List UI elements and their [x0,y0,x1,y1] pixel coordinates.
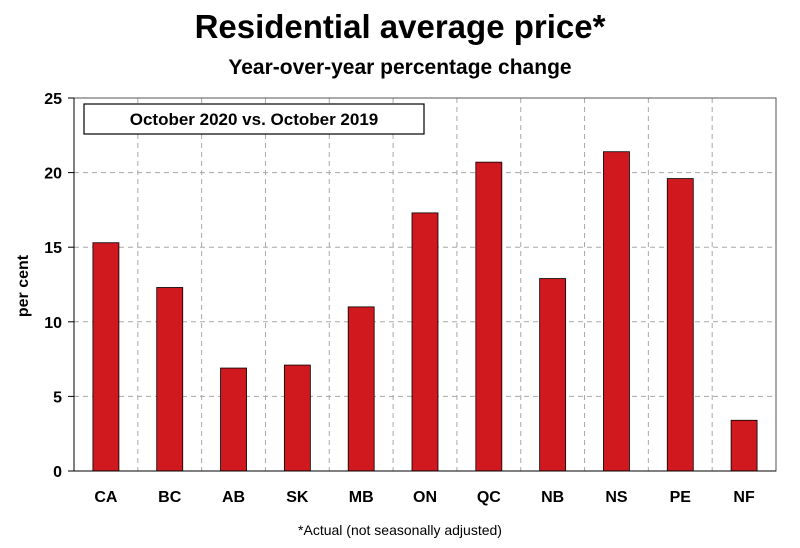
bar-mb [347,306,375,472]
footnote: *Actual (not seasonally adjusted) [298,522,502,538]
bar-qc [475,161,503,472]
x-tick-label: ON [413,489,437,506]
annotation-text: October 2020 vs. October 2019 [130,110,379,129]
x-tick-label: MB [349,489,374,506]
annotation-box: October 2020 vs. October 2019 [83,103,425,135]
y-tick-label: 15 [44,240,62,257]
y-tick-label: 20 [44,166,62,183]
y-tick-label: 10 [44,315,62,332]
x-tick-label: PE [670,489,692,506]
axes: 0 5 10 15 20 25 CA BC AB SK MB ON QC NB NS PE NF [44,91,776,506]
y-axis-label: per cent [15,254,32,317]
y-tick-label: 0 [53,464,62,481]
y-tick-label: 5 [53,389,62,406]
bar-nb [539,278,567,472]
bar-nf [730,419,758,472]
x-tick-label: NS [605,489,628,506]
bar-bc [156,287,184,472]
x-tick-label: NB [541,489,564,506]
x-tick-label: CA [94,489,118,506]
bars [92,151,758,472]
chart-title: Residential average price* [194,8,606,45]
bar-ns [603,151,630,472]
bar-ab [220,367,247,472]
x-tick-label: SK [286,489,309,506]
bar-pe [666,178,694,472]
chart-subtitle: Year-over-year percentage change [228,56,572,79]
bar-on [411,212,439,472]
x-tick-label: BC [158,489,182,506]
x-tick-label: QC [477,489,501,506]
y-tick-label: 25 [44,91,62,108]
x-tick-label: AB [222,489,245,506]
x-tick-label: NF [733,489,755,506]
bar-sk [283,364,311,472]
bar-ca [92,242,120,472]
